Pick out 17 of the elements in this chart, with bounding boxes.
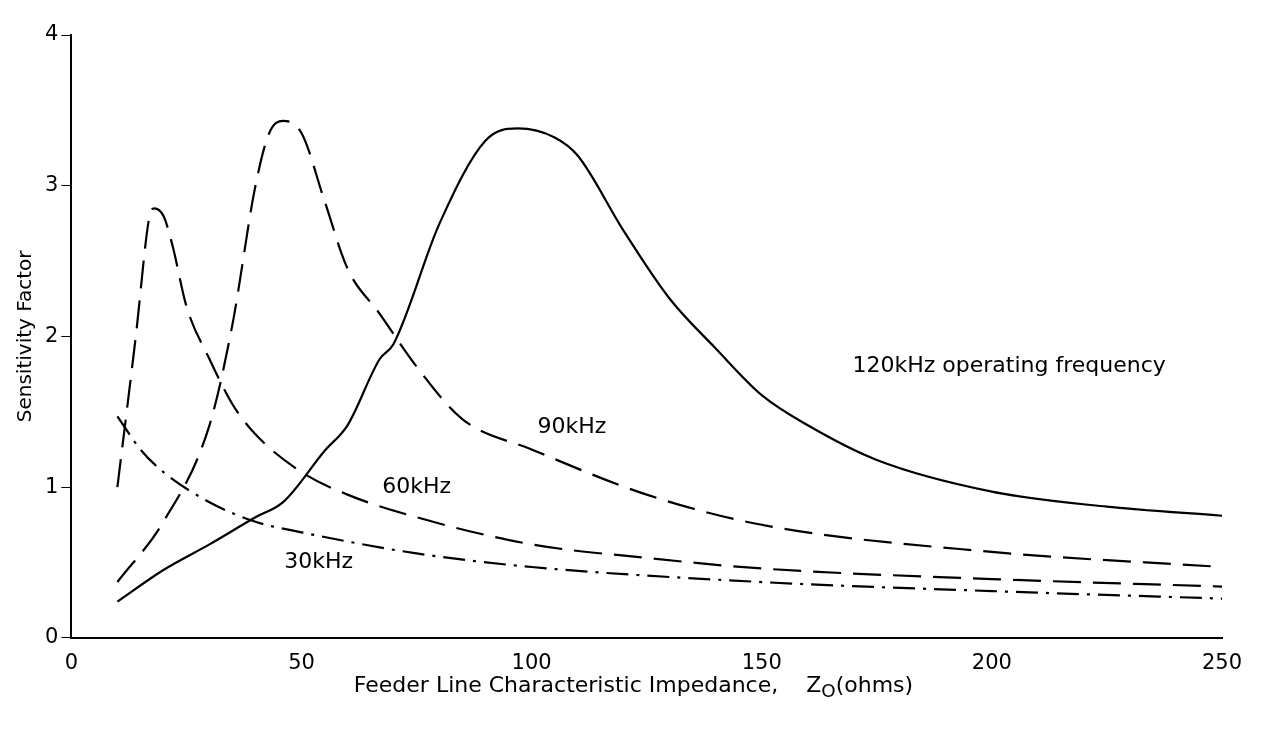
y-axis-title: Sensitivity Factor (12, 249, 37, 423)
text: 120kHz operating frequency (852, 352, 1166, 378)
y-tick-label: 4 (44, 21, 59, 46)
x-tick-label: 250 (1201, 649, 1243, 674)
y-tick-label: 1 (44, 473, 59, 498)
x-tick-label: 50 (288, 649, 315, 674)
y-tick-label: 2 (44, 322, 59, 347)
x-tick-label: 100 (511, 649, 552, 674)
x-tick-label: 0 (64, 649, 79, 674)
x-axis-title: Feeder Line Characteristic Impedance, Z$_{O}$(ohms) (352, 672, 915, 702)
y-tick-label: 0 (44, 624, 59, 649)
series-label: 60kHz (382, 472, 451, 498)
series-label: 90kHz (537, 412, 607, 438)
y-tick-label: 3 (44, 172, 59, 197)
series-label: 30kHz (284, 548, 354, 574)
x-tick-label: 200 (971, 649, 1012, 674)
x-tick-label: 150 (741, 649, 782, 674)
